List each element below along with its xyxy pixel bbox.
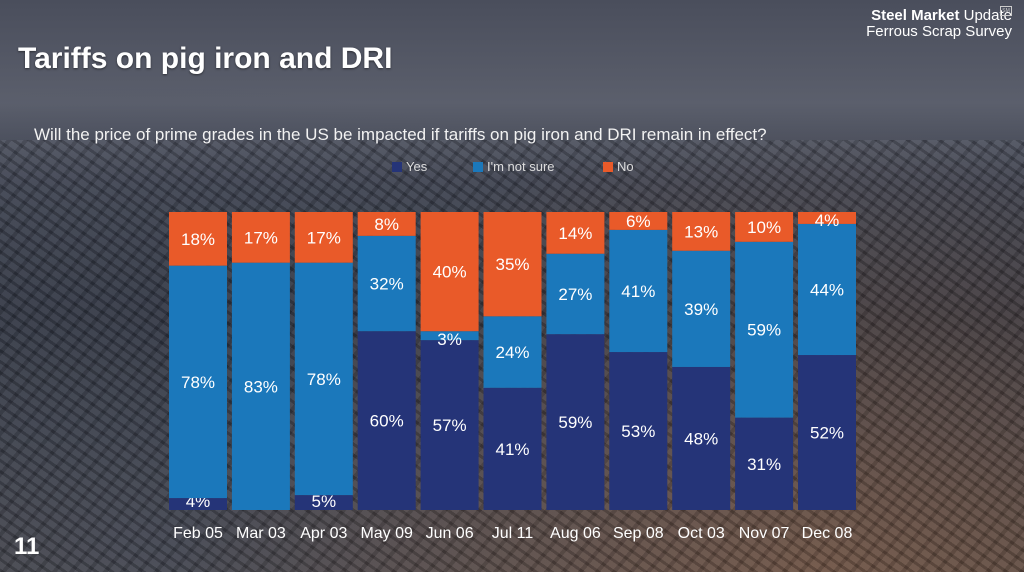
bar-segment-yes (357, 331, 416, 510)
bar-segment-not-sure (420, 331, 479, 341)
bar-segment-yes (798, 355, 856, 510)
data-label-no: 8% (374, 215, 399, 234)
data-label-yes: 59% (558, 413, 592, 432)
data-label-yes: 31% (747, 455, 781, 474)
data-label-not-sure: 24% (495, 343, 529, 362)
data-label-not-sure: 83% (244, 377, 278, 396)
data-label-not-sure: 59% (747, 321, 781, 340)
bar-segment-not-sure (231, 262, 290, 510)
bar-segment-no (357, 212, 416, 236)
data-label-not-sure: 27% (558, 285, 592, 304)
bar-segment-not-sure (483, 316, 542, 388)
bar-segment-no (483, 212, 542, 317)
x-tick-label: Apr 03 (300, 525, 347, 542)
legend-label-no: No (617, 159, 634, 174)
bar-segment-no (294, 212, 353, 263)
data-label-not-sure: 32% (370, 275, 404, 294)
bar-segment-no (420, 212, 479, 332)
legend-swatch-no (603, 161, 613, 172)
page-number: 11 (14, 533, 40, 560)
data-label-yes: 53% (621, 422, 655, 441)
bar-segment-yes (609, 352, 668, 510)
slide-title: Tariffs on pig iron and DRI (18, 42, 393, 75)
legend-item-no: No (603, 159, 634, 174)
bar-segment-yes (483, 387, 542, 510)
logo-badge-icon: SM (1000, 6, 1012, 16)
bar-segment-not-sure (609, 229, 668, 353)
data-label-yes: 60% (370, 412, 404, 431)
bar-segment-no (609, 212, 668, 230)
data-label-not-sure: 78% (307, 370, 341, 389)
data-label-no: 17% (307, 228, 341, 247)
bar-segment-yes (294, 495, 353, 510)
bar-segment-no (546, 212, 605, 254)
data-label-no: 40% (433, 263, 467, 282)
legend-swatch-not-sure (473, 161, 483, 172)
bar-segment-not-sure (735, 241, 794, 418)
legend-item-yes: Yes (392, 159, 427, 174)
x-tick-label: Oct 03 (678, 525, 725, 542)
logo-subtitle: Ferrous Scrap Survey (866, 22, 1012, 40)
bar-segment-yes (169, 498, 227, 510)
data-label-no: 13% (684, 222, 718, 241)
legend-swatch-yes (392, 161, 402, 172)
x-tick-label: May 09 (360, 525, 413, 542)
survey-question: Will the price of prime grades in the US… (34, 125, 767, 144)
bar-segment-no (231, 212, 290, 263)
bar-segment-yes (546, 334, 605, 510)
data-label-yes: 41% (495, 440, 529, 459)
bar-segment-no (798, 212, 856, 224)
data-label-not-sure: 44% (810, 280, 844, 299)
data-label-yes: 57% (433, 416, 467, 435)
x-tick-label: Sep 08 (613, 525, 664, 542)
x-tick-label: Dec 08 (802, 525, 853, 542)
data-label-yes: 48% (684, 429, 718, 448)
data-label-no: 4% (815, 211, 840, 230)
data-label-no: 18% (181, 230, 215, 249)
bar-segment-no (735, 212, 794, 242)
bar-segment-not-sure (294, 262, 353, 496)
legend-item-not-sure: I'm not sure (473, 159, 555, 174)
data-label-not-sure: 78% (181, 373, 215, 392)
data-label-no: 17% (244, 228, 278, 247)
bar-segment-not-sure (169, 265, 227, 499)
legend-label-not-sure: I'm not sure (487, 159, 555, 174)
logo-brand: Steel Market Update (871, 7, 1012, 24)
data-label-no: 14% (558, 224, 592, 243)
data-label-yes: 52% (810, 424, 844, 443)
bar-segment-yes (735, 417, 794, 510)
data-label-not-sure: 41% (621, 282, 655, 301)
x-tick-label: Aug 06 (550, 525, 601, 542)
bar-segment-yes (420, 340, 479, 510)
data-label-no: 10% (747, 218, 781, 237)
bar-segment-not-sure (798, 223, 856, 356)
bar-segment-not-sure (546, 253, 605, 335)
bar-segment-not-sure (357, 235, 416, 332)
x-tick-label: Mar 03 (236, 525, 286, 542)
chart-legend: Yes I'm not sure No (0, 159, 1024, 177)
x-tick-label: Jun 06 (426, 525, 474, 542)
data-label-not-sure: 39% (684, 300, 718, 319)
bar-segment-no (169, 212, 227, 266)
logo: Steel Market Update Ferrous Scrap Survey… (866, 6, 1012, 40)
bar-segment-yes (672, 366, 731, 510)
data-label-not-sure: 3% (437, 330, 462, 349)
x-tick-label: Jul 11 (492, 525, 534, 542)
bar-segment-not-sure (672, 250, 731, 367)
legend-label-yes: Yes (406, 159, 428, 174)
x-tick-label: Nov 07 (739, 525, 790, 542)
x-tick-label: Feb 05 (173, 525, 223, 542)
data-label-no: 6% (626, 212, 651, 231)
data-label-no: 35% (495, 255, 529, 274)
bar-segment-no (672, 212, 731, 251)
data-label-yes: 5% (312, 492, 337, 511)
